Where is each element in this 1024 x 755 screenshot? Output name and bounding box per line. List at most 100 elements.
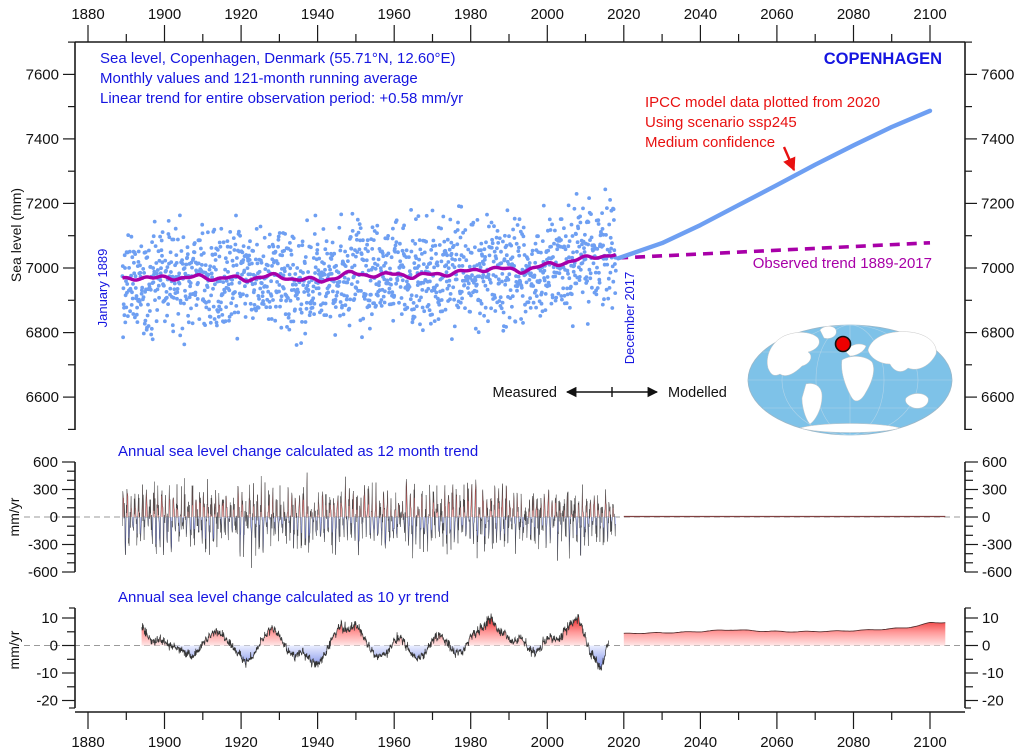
sea-level-tick-label: 7200 [981, 195, 1014, 212]
monthly-value-dot [445, 237, 450, 242]
monthly-value-dot [472, 264, 477, 269]
monthly-value-dot [243, 315, 248, 319]
map-africa [841, 356, 874, 402]
monthly-value-dot [235, 256, 239, 260]
monthly-value-dot [291, 262, 295, 267]
monthly-value-dot [237, 280, 242, 285]
monthly-value-dot [183, 294, 188, 299]
monthly-value-dot [376, 257, 381, 262]
monthly-value-dot [371, 238, 376, 243]
monthly-value-dot [556, 291, 561, 296]
monthly-value-dot [280, 253, 285, 258]
monthly-value-dot [386, 251, 391, 256]
monthly-value-dot [311, 284, 316, 289]
mm-yr-tick-label: -600 [28, 564, 58, 581]
monthly-value-dot [227, 318, 231, 323]
monthly-value-dot [539, 250, 543, 255]
sea-level-tick-label: 7600 [26, 66, 59, 83]
monthly-value-dot [233, 242, 238, 247]
monthly-value-dot [481, 273, 486, 277]
monthly-value-dot [525, 257, 530, 261]
monthly-value-dot [531, 300, 536, 305]
monthly-value-dot [432, 319, 437, 323]
monthly-value-dot [550, 295, 555, 300]
monthly-value-dot [180, 258, 185, 263]
monthly-value-dot [608, 270, 613, 275]
monthly-value-dot [159, 248, 164, 253]
monthly-value-dot [415, 283, 420, 287]
monthly-value-dot [374, 303, 378, 308]
sea-level-tick-label: 7400 [26, 131, 59, 148]
monthly-value-dot [597, 270, 601, 275]
monthly-value-dot [492, 224, 496, 229]
monthly-value-dot [151, 280, 156, 285]
monthly-value-dot [358, 238, 362, 243]
top-x-tick-label: 1900 [148, 6, 181, 23]
series-outline [141, 613, 609, 671]
monthly-value-dot [133, 274, 138, 279]
monthly-value-dot [539, 301, 544, 306]
monthly-value-dot [217, 254, 222, 259]
monthly-value-dot [306, 288, 311, 292]
monthly-value-dot [304, 300, 309, 305]
monthly-value-dot [245, 266, 250, 270]
monthly-value-dot [408, 272, 413, 277]
monthly-value-dot [585, 322, 590, 326]
monthly-value-dot [434, 290, 439, 295]
monthly-value-dot [277, 283, 282, 287]
monthly-value-dot [223, 267, 228, 272]
monthly-value-dot [154, 319, 159, 324]
monthly-value-dot [459, 289, 464, 294]
monthly-value-dot [122, 253, 127, 258]
monthly-value-dot [346, 259, 350, 263]
monthly-value-dot [134, 312, 139, 317]
monthly-value-dot [207, 299, 211, 304]
monthly-value-dot [547, 217, 552, 222]
monthly-value-dot [151, 234, 156, 239]
bottom-x-tick-label: 1920 [224, 734, 257, 751]
monthly-value-dot [278, 304, 282, 309]
monthly-value-dot [300, 320, 304, 324]
monthly-value-dot [143, 318, 148, 323]
monthly-value-dot [475, 218, 480, 222]
monthly-value-dot [479, 241, 484, 246]
monthly-value-dot [562, 293, 567, 298]
bottom-x-tick-label: 2060 [760, 734, 793, 751]
monthly-value-dot [227, 288, 232, 293]
monthly-value-dot [411, 301, 416, 305]
monthly-value-dot [517, 253, 522, 258]
monthly-value-dot [369, 292, 373, 297]
monthly-value-dot [408, 297, 413, 302]
monthly-value-dot [503, 233, 507, 238]
monthly-value-dot [223, 256, 228, 261]
monthly-value-dot [468, 309, 472, 314]
mm-yr-tick-label: -300 [982, 537, 1012, 554]
sea-level-tick-label: 7400 [981, 131, 1014, 148]
monthly-value-dot [435, 260, 440, 265]
monthly-value-dot [200, 263, 204, 267]
monthly-value-dot [580, 261, 585, 265]
monthly-value-dot [429, 321, 433, 326]
monthly-value-dot [291, 319, 296, 324]
ipcc-note-line-3: Medium confidence [645, 134, 775, 151]
monthly-value-dot [301, 283, 306, 287]
monthly-value-dot [301, 270, 305, 275]
monthly-value-dot [461, 255, 466, 259]
monthly-value-dot [296, 296, 300, 301]
mid-panel-title: Annual sea level change calculated as 12… [118, 443, 478, 460]
monthly-value-dot [133, 315, 137, 320]
monthly-value-dot [479, 301, 484, 306]
monthly-value-dot [426, 286, 431, 291]
monthly-value-dot [559, 217, 564, 222]
monthly-value-dot [346, 277, 351, 282]
monthly-value-dot [316, 286, 321, 291]
monthly-value-dot [500, 300, 505, 305]
monthly-value-dot [313, 271, 317, 275]
monthly-value-dot [454, 277, 459, 282]
monthly-value-dot [601, 243, 605, 248]
monthly-value-dot [417, 298, 422, 303]
bottom-x-tick-label: 1980 [454, 734, 487, 751]
monthly-value-dot [304, 306, 309, 311]
monthly-value-dot [309, 245, 313, 250]
monthly-value-dot [597, 277, 602, 282]
